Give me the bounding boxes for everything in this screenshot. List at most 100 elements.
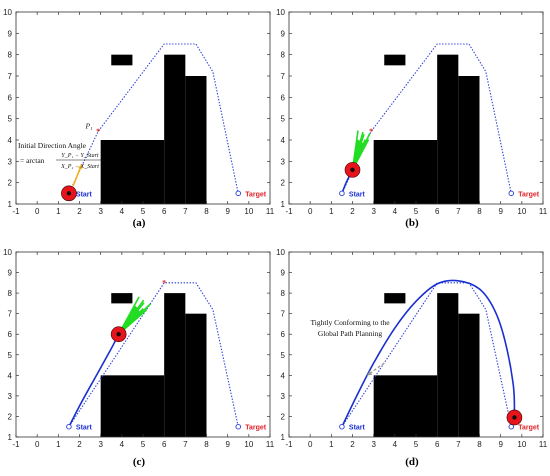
start-marker: [339, 423, 345, 430]
y-tick-label: 9: [281, 269, 286, 278]
x-tick-label: 6: [435, 207, 440, 216]
x-tick-label: 3: [98, 207, 103, 216]
x-tick-label: 11: [539, 207, 548, 216]
x-tick-label: 0: [308, 207, 313, 216]
target-marker: [235, 423, 241, 430]
x-tick-label: 8: [477, 207, 482, 216]
y-tick-label: 9: [8, 29, 13, 38]
y-tick-label: 2: [281, 179, 286, 188]
y-tick-label: 2: [8, 179, 13, 188]
y-tick-label: 7: [8, 310, 13, 319]
obstacle-block: [373, 375, 438, 437]
panel-label: (d): [405, 456, 419, 468]
x-tick-label: 0: [35, 440, 40, 449]
annotation-line2: Global Path Planning: [318, 329, 382, 338]
annotation-prefix: = arctan: [20, 156, 45, 165]
x-tick-label: 4: [393, 440, 398, 449]
y-tick-label: 7: [281, 310, 286, 319]
y-tick-label: 4: [281, 371, 286, 380]
target-marker: [508, 190, 515, 197]
obstacle-block: [384, 293, 406, 304]
y-tick-label: 5: [281, 115, 286, 124]
obstacle-block: [185, 76, 207, 204]
y-tick-label: 1: [8, 433, 13, 442]
x-tick-label: 3: [98, 440, 103, 449]
target-label: Target: [518, 425, 540, 432]
start-label: Start: [76, 425, 93, 432]
obstacle-block: [437, 293, 459, 437]
y-tick-label: 1: [281, 200, 286, 209]
start-label: Start: [349, 425, 366, 432]
robot-center: [512, 415, 517, 420]
obstacle-block: [164, 293, 186, 437]
y-tick-label: 6: [281, 330, 286, 339]
x-tick-label: -1: [12, 207, 20, 216]
x-tick-label: 0: [35, 207, 40, 216]
y-tick-label: 8: [8, 51, 13, 60]
panel-label: (a): [133, 217, 146, 229]
y-tick-label: 1: [281, 433, 286, 442]
y-tick-label: 4: [281, 136, 286, 145]
panel-label: (c): [133, 456, 146, 468]
target-marker: [235, 190, 241, 197]
waypoint-marker: *: [162, 278, 166, 287]
x-tick-label: 6: [435, 440, 440, 449]
x-tick-label: 11: [266, 207, 275, 216]
waypoint-marker: *: [369, 127, 373, 136]
y-tick-label: 6: [281, 93, 286, 102]
x-tick-label: 4: [393, 207, 398, 216]
obstacle-block: [100, 140, 165, 204]
y-tick-label: 2: [8, 412, 13, 421]
x-tick-label: 8: [204, 440, 209, 449]
y-tick-label: 10: [276, 8, 285, 17]
x-tick-label: 3: [371, 207, 376, 216]
x-tick-label: 1: [56, 440, 61, 449]
obstacle-block: [458, 76, 480, 204]
x-tick-label: 7: [183, 207, 188, 216]
waypoint-marker: *: [96, 127, 100, 136]
obstacle-block: [185, 313, 207, 437]
y-tick-label: 6: [8, 330, 13, 339]
y-tick-label: 7: [281, 72, 286, 81]
x-tick-label: 4: [120, 207, 125, 216]
x-tick-label: 5: [414, 440, 419, 449]
target-label: Target: [245, 425, 267, 432]
robot-center: [350, 167, 355, 173]
heading-arrowhead: [77, 164, 82, 170]
x-tick-label: 2: [350, 207, 355, 216]
x-tick-label: 11: [266, 440, 275, 449]
annotation-numerator: Y_P₁ − Y_Start: [61, 153, 98, 159]
obstacle-block: [373, 140, 438, 204]
x-tick-label: 10: [517, 207, 526, 216]
x-tick-label: 5: [141, 440, 146, 449]
traveled-path-line: [341, 279, 516, 428]
y-tick-label: 9: [8, 269, 13, 278]
x-tick-label: 1: [56, 207, 61, 216]
obstacle-block: [111, 293, 133, 304]
global-path-line: [68, 282, 239, 428]
x-tick-label: 10: [517, 440, 526, 449]
global-path-line: [68, 43, 239, 194]
annotation-title: Initial Direction Angle: [18, 141, 87, 150]
y-tick-label: 5: [8, 115, 13, 124]
obstacle-block: [164, 54, 186, 204]
y-tick-label: 2: [281, 412, 286, 421]
robot-center: [116, 332, 121, 337]
x-tick-label: 5: [141, 207, 146, 216]
y-tick-label: 7: [8, 72, 13, 81]
start-marker: [339, 190, 345, 197]
y-tick-label: 9: [281, 29, 286, 38]
x-tick-label: 0: [308, 440, 313, 449]
x-tick-label: 2: [350, 440, 355, 449]
x-tick-label: 7: [456, 440, 461, 449]
y-tick-label: 3: [281, 392, 286, 401]
obstacle-block: [384, 54, 406, 66]
x-tick-label: 9: [225, 207, 230, 216]
y-tick-label: 6: [8, 93, 13, 102]
x-tick-label: 1: [329, 440, 334, 449]
